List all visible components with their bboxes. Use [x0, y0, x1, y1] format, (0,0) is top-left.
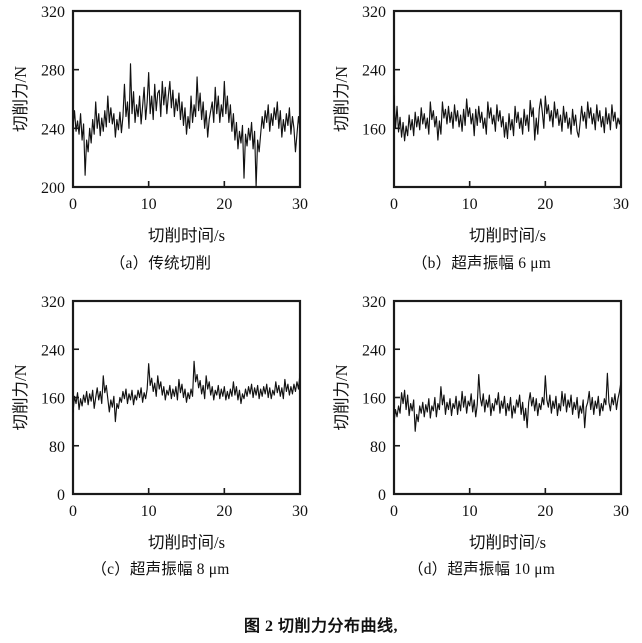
svg-text:20: 20	[216, 503, 232, 520]
chart-panel-a: 0 10 20 30 200 240 280 320 切削时间/s 切削力/N （a）传统切削	[0, 0, 321, 290]
svg-text:160: 160	[362, 121, 386, 138]
plot-d: 0 10 20 30 0 80 160 240 320 切削时间/s 切削力/N	[332, 294, 629, 550]
svg-text:0: 0	[69, 503, 77, 520]
chart-panel-b: 0 10 20 30 160 240 320 切削时间/s 切削力/N （b）超声振幅 6 μm	[321, 0, 642, 290]
svg-text:30: 30	[613, 503, 629, 520]
chart-panel-d: 0 10 20 30 0 80 160 240 320 切削时间/s 切削力/N （d）超声振幅 1…	[321, 290, 642, 590]
chart-panel-c: 0 10 20 30 0 80 160 240 320 切削时间/s 切削力/N （c）超声振幅 8…	[0, 290, 321, 590]
svg-text:0: 0	[390, 503, 398, 520]
svg-text:160: 160	[41, 391, 65, 408]
svg-text:0: 0	[390, 196, 398, 213]
svg-text:200: 200	[41, 180, 65, 197]
svg-text:20: 20	[537, 196, 553, 213]
subcaption-c: （c）超声振幅 8 μm	[91, 561, 230, 578]
plot-frame	[392, 299, 623, 496]
svg-text:320: 320	[41, 4, 65, 21]
svg-text:240: 240	[362, 63, 386, 80]
plot-a: 0 10 20 30 200 240 280 320 切削时间/s 切削力/N	[11, 4, 308, 245]
subcaption-b: （b）超声振幅 6 μm	[411, 255, 552, 272]
svg-text:20: 20	[537, 503, 553, 520]
svg-text:240: 240	[41, 121, 65, 138]
y-axis-label: 切削力/N	[332, 66, 351, 132]
data-trace	[73, 360, 300, 423]
svg-text:30: 30	[292, 503, 308, 520]
svg-text:10: 10	[462, 503, 478, 520]
figure-caption: 图 2 切削力分布曲线,	[243, 618, 398, 635]
svg-text:30: 30	[292, 196, 308, 213]
svg-text:0: 0	[69, 196, 77, 213]
plot-frame	[392, 9, 623, 189]
data-trace	[73, 63, 300, 187]
x-axis-label: 切削时间/s	[469, 226, 546, 245]
svg-text:30: 30	[613, 196, 629, 213]
plot-c: 0 10 20 30 0 80 160 240 320 切削时间/s 切削力/N	[11, 294, 308, 550]
plot-b: 0 10 20 30 160 240 320 切削时间/s 切削力/N	[332, 4, 629, 245]
data-trace	[394, 372, 621, 432]
svg-text:10: 10	[141, 196, 157, 213]
plot-frame	[71, 9, 302, 189]
x-axis-label: 切削时间/s	[469, 533, 546, 550]
svg-text:80: 80	[49, 439, 65, 456]
svg-text:80: 80	[370, 439, 386, 456]
svg-text:320: 320	[41, 294, 65, 311]
svg-text:160: 160	[362, 391, 386, 408]
svg-text:320: 320	[362, 294, 386, 311]
y-axis-label: 切削力/N	[11, 364, 30, 430]
y-axis-label: 切削力/N	[11, 66, 30, 132]
subcaption-a: （a）传统切削	[109, 255, 212, 272]
subcaption-d: （d）超声振幅 10 μm	[408, 561, 555, 578]
svg-text:10: 10	[462, 196, 478, 213]
svg-text:0: 0	[57, 487, 65, 504]
svg-text:240: 240	[41, 342, 65, 359]
x-axis-label: 切削时间/s	[148, 533, 225, 550]
svg-text:10: 10	[141, 503, 157, 520]
y-axis-label: 切削力/N	[332, 364, 351, 430]
svg-text:320: 320	[362, 4, 386, 21]
data-trace	[394, 95, 621, 142]
svg-text:20: 20	[216, 196, 232, 213]
svg-text:240: 240	[362, 342, 386, 359]
x-axis-label: 切削时间/s	[148, 226, 225, 245]
svg-text:280: 280	[41, 63, 65, 80]
svg-text:0: 0	[378, 487, 386, 504]
